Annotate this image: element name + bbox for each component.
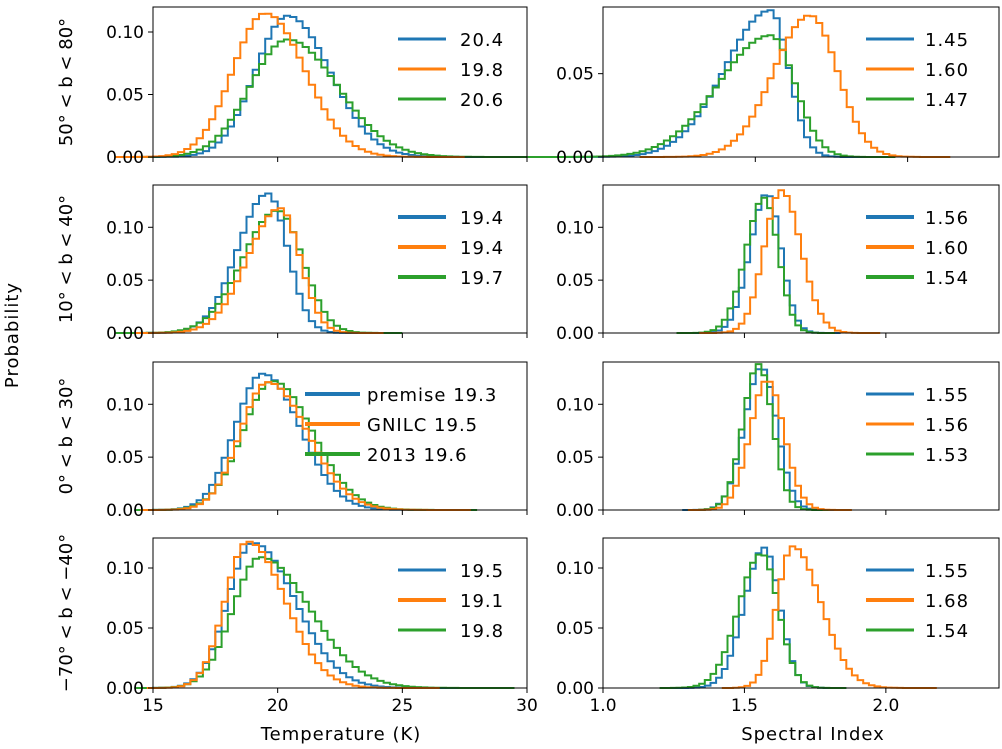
axes-frame <box>152 537 528 689</box>
legend-label-2013: 19.8 <box>460 621 504 642</box>
legend-label-2013: 19.7 <box>460 268 504 289</box>
legend-label-GNILC: GNILC 19.5 <box>367 415 478 436</box>
histogram-GNILC <box>140 381 471 511</box>
x-tick-label: 2.0 <box>872 696 899 716</box>
legend-label-GNILC: 19.1 <box>460 591 504 612</box>
legend-label-2013: 20.6 <box>460 90 504 111</box>
y-tick-label: 0.00 <box>106 501 144 521</box>
histogram-premise <box>140 542 465 689</box>
panels: 0.000.050.10 20.419.820.650° < b < 80°0.0… <box>56 6 1000 716</box>
histogram-2013 <box>659 553 847 689</box>
legend-label-premise: 1.55 <box>925 385 969 406</box>
histogram-premise <box>140 14 503 158</box>
legend-label-premise: premise 19.3 <box>367 385 497 406</box>
x-tick-label: 1.5 <box>731 696 758 716</box>
row-label: 0° < b < 30° <box>56 378 77 495</box>
histogram-2013 <box>687 363 830 511</box>
y-tick-label: 0.05 <box>556 271 594 291</box>
legend-label-2013: 2013 19.6 <box>367 445 468 466</box>
histogram-GNILC <box>687 380 852 511</box>
panel-1-left: 0.00 0.05 0.10 19.4 19.4 19.7 10° < b < 40° <box>56 184 528 344</box>
histogram-GNILC <box>721 545 937 689</box>
histogram-GNILC <box>134 207 384 334</box>
legend-label-2013: 1.54 <box>925 268 969 289</box>
axes-frame <box>602 6 1000 158</box>
legend-label-premise: 1.55 <box>925 561 969 582</box>
legend-label-GNILC: 1.60 <box>925 238 969 259</box>
x-tick-label: 20 <box>267 696 289 716</box>
legend-label-GNILC: 1.56 <box>925 415 969 436</box>
row-label: −70° < b < −40° <box>56 534 77 692</box>
y-tick-label: 0.05 <box>106 448 144 468</box>
y-tick-label: 0.05 <box>106 619 144 639</box>
y-tick-label: 0.10 <box>556 559 594 579</box>
y-tick-label: 0.05 <box>556 619 594 639</box>
histogram-GNILC <box>639 14 951 158</box>
y-tick-label: 0.00 <box>556 148 594 168</box>
y-tick-label: 0.05 <box>556 65 594 85</box>
legend-label-GNILC: 1.60 <box>925 60 969 81</box>
panel-2-left: 0.00 0.05 0.10 premise 19.3 GNILC 19.5 2013 1… <box>56 361 528 521</box>
y-tick-label: 0.00 <box>556 324 594 344</box>
axes-frame <box>152 184 528 334</box>
y-tick-label: 0.05 <box>106 86 144 106</box>
y-tick-label: 0.00 <box>106 324 144 344</box>
y-tick-label: 0.10 <box>556 218 594 238</box>
y-tick-label: 0.05 <box>556 448 594 468</box>
axes-frame <box>602 537 1000 689</box>
histogram-2013 <box>536 34 896 158</box>
histogram-GNILC <box>115 12 465 158</box>
histogram-premise <box>670 546 847 689</box>
legend-label-premise: 19.4 <box>460 208 504 229</box>
y-tick-label: 0.10 <box>556 395 594 415</box>
y-tick-label: 0.00 <box>106 148 144 168</box>
panel-3-left: 0.00 0.05 0.10 15 20 25 30 19.5 19.1 19.8 −70° < b… <box>56 534 538 716</box>
row-label: 10° < b < 40° <box>56 195 77 323</box>
axes-frame <box>602 361 1000 511</box>
y-tick-label: 0.10 <box>106 559 144 579</box>
legend-label-GNILC: 1.68 <box>925 591 969 612</box>
axes-frame <box>152 361 528 511</box>
y-tick-label: 0.10 <box>106 218 144 238</box>
legend-label-premise: 1.56 <box>925 208 969 229</box>
legend-label-premise: 20.4 <box>460 30 504 51</box>
panel-3-right: 0.00 0.05 0.10 1.0 1.5 2.0 1.55 1.68 1.54 <box>556 537 1000 716</box>
histogram-premise <box>128 192 372 334</box>
legend-label-GNILC: 19.4 <box>460 238 504 259</box>
legend-label-2013: 1.47 <box>925 90 969 111</box>
x-tick-label: 1.0 <box>589 696 616 716</box>
axes-frame <box>602 184 1000 334</box>
y-tick-label: 0.00 <box>556 679 594 699</box>
histogram-GNILC <box>699 189 881 334</box>
row-label: 50° < b < 80° <box>56 18 77 146</box>
panel-0-right: 0.00 0.05 1.45 1.60 1.47 <box>536 6 1000 168</box>
y-tick-label: 0.10 <box>106 23 144 43</box>
y-tick-label: 0.00 <box>556 501 594 521</box>
y-tick-label: 0.00 <box>106 679 144 699</box>
legend-label-GNILC: 19.8 <box>460 60 504 81</box>
panel-0-left: 0.00 0.05 0.10 20.4 19.8 20.6 50° < b < 80° <box>56 6 540 168</box>
x-axis-label-temperature: Temperature (K) <box>260 724 422 745</box>
panel-1-right: 0.00 0.05 0.10 1.56 1.60 1.54 <box>556 184 1000 344</box>
histogram-GNILC <box>146 540 440 689</box>
legend-label-premise: 19.5 <box>460 561 504 582</box>
histogram-2013 <box>134 556 515 689</box>
legend-label-2013: 1.54 <box>925 621 969 642</box>
y-tick-label: 0.10 <box>106 395 144 415</box>
y-axis-label: Probability <box>2 282 23 388</box>
histogram-premise <box>560 9 865 158</box>
x-axis-label-spectral-index: Spectral Index <box>741 724 885 745</box>
legend-label-premise: 1.45 <box>925 30 969 51</box>
axes-frame <box>152 6 528 158</box>
x-tick-label: 25 <box>392 696 414 716</box>
legend-label-2013: 1.53 <box>925 445 969 466</box>
x-tick-label: 30 <box>516 696 538 716</box>
y-tick-label: 0.05 <box>106 271 144 291</box>
x-tick-label: 15 <box>142 696 164 716</box>
panel-2-right: 0.00 0.05 0.10 1.55 1.56 1.53 <box>556 361 1000 521</box>
histogram-2013 <box>676 196 835 334</box>
